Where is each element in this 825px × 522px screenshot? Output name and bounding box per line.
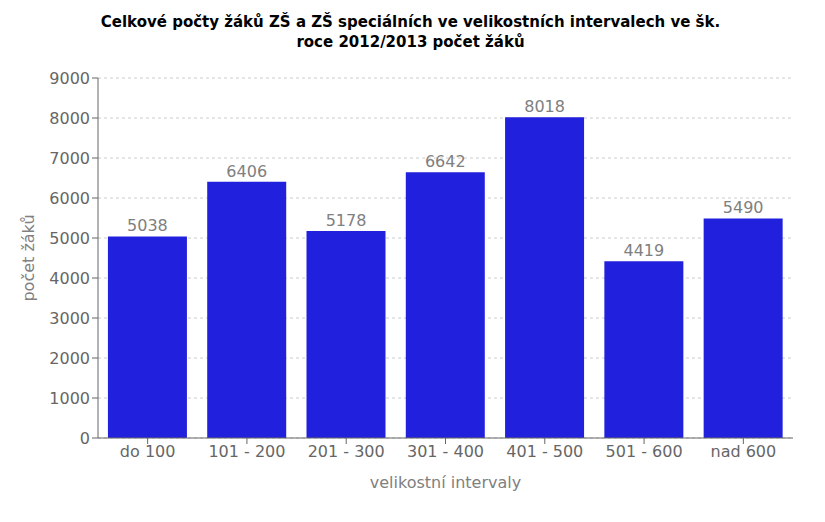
svg-text:8018: 8018 [524,97,565,116]
svg-text:6642: 6642 [425,152,466,171]
svg-text:počet žáků: počet žáků [19,214,38,301]
svg-text:5000: 5000 [49,229,90,248]
svg-text:3000: 3000 [49,309,90,328]
svg-text:4000: 4000 [49,269,90,288]
html-text:roce 2012/2013 počet žáků: roce 2012/2013 počet žáků [296,33,525,51]
html-text:Celkové počty žáků ZŠ a ZŠ spe: Celkové počty žáků ZŠ a ZŠ speciálních v… [100,13,721,31]
svg-text:1000: 1000 [49,389,90,408]
svg-text:5178: 5178 [326,211,367,230]
svg-text:velikostní intervaly: velikostní intervaly [370,473,521,492]
svg-text:6000: 6000 [49,189,90,208]
svg-text:7000: 7000 [49,149,90,168]
svg-text:9000: 9000 [49,69,90,88]
svg-text:4419: 4419 [623,241,664,260]
svg-text:401 - 500: 401 - 500 [506,442,583,461]
svg-text:0: 0 [80,429,90,448]
svg-text:8000: 8000 [49,109,90,128]
svg-text:6406: 6406 [226,162,267,181]
svg-text:201 - 300: 201 - 300 [308,442,385,461]
svg-text:301 - 400: 301 - 400 [407,442,484,461]
svg-text:501 - 600: 501 - 600 [606,442,683,461]
svg-text:nad 600: nad 600 [710,442,776,461]
svg-text:5038: 5038 [127,216,168,235]
svg-text:5490: 5490 [723,198,764,217]
svg-text:do 100: do 100 [120,442,176,461]
svg-text:2000: 2000 [49,349,90,368]
svg-text:101 - 200: 101 - 200 [208,442,285,461]
